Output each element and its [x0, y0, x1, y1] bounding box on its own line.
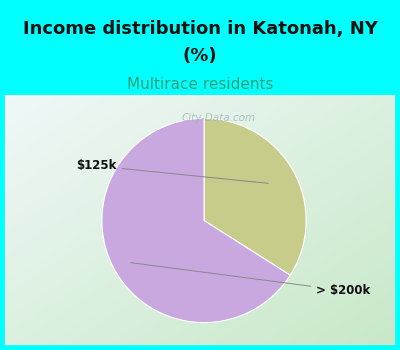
Text: (%): (%) — [183, 47, 217, 65]
Text: City-Data.com: City-Data.com — [181, 113, 255, 122]
Text: > $200k: > $200k — [131, 262, 370, 297]
Text: Income distribution in Katonah, NY: Income distribution in Katonah, NY — [22, 20, 378, 37]
Text: $125k: $125k — [76, 160, 268, 183]
Wedge shape — [102, 118, 290, 323]
Text: Multirace residents: Multirace residents — [127, 77, 273, 92]
Wedge shape — [204, 118, 306, 275]
